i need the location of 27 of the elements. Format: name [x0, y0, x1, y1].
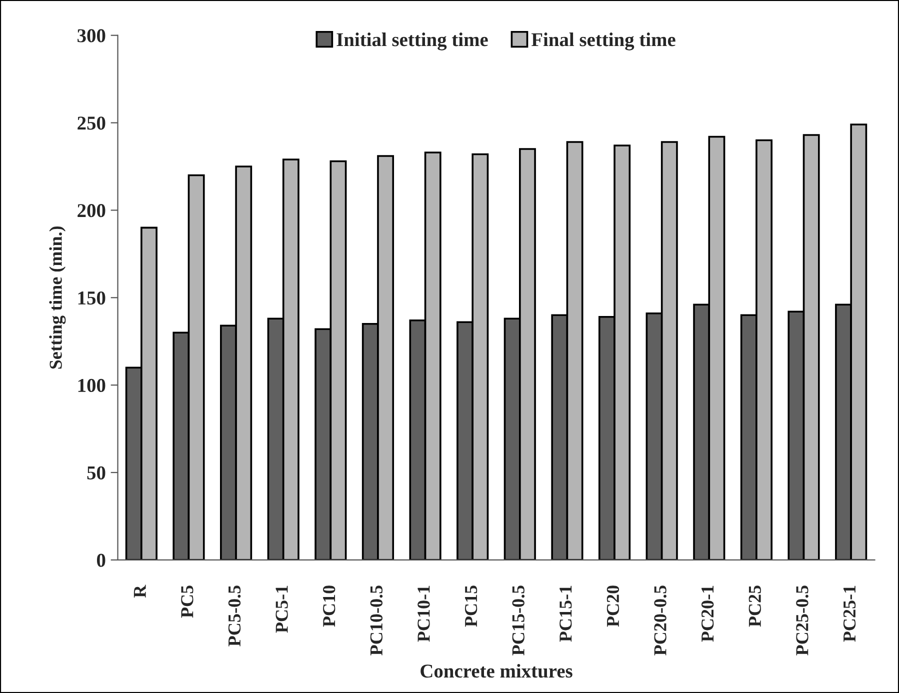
y-tick-label: 300 — [78, 29, 106, 42]
y-axis-title: Setting time (min.) — [49, 226, 66, 369]
x-tick-label: PC20 — [606, 586, 620, 627]
x-tick-label: PC5 — [181, 586, 194, 618]
x-tick-label: PC20-0.5 — [654, 586, 666, 656]
y-tick-label: 150 — [78, 291, 106, 305]
x-tick-label: PC25-0.5 — [796, 586, 808, 656]
x-tick-label: PC15-1 — [560, 586, 572, 642]
legend-label: Final setting time — [531, 32, 676, 50]
x-tick-label: PC10-1 — [418, 586, 430, 642]
y-tick-label: 100 — [78, 378, 106, 392]
x-tick-label: PC5-0.5 — [228, 586, 241, 646]
x-tick-label: PC15-0.5 — [512, 586, 524, 656]
y-tick-label: 250 — [78, 116, 106, 130]
x-tick-label: PC5-1 — [276, 586, 288, 633]
x-tick-label: PC25-1 — [843, 586, 856, 642]
x-tick-label: PC20-1 — [701, 586, 714, 642]
x-tick-label: R — [134, 584, 146, 598]
y-tick-label: 50 — [87, 466, 106, 480]
x-tick-label: PC15 — [464, 586, 478, 627]
x-tick-label: PC10-0.5 — [370, 586, 383, 656]
y-tick-label: 0 — [96, 554, 106, 567]
y-tick-label: 200 — [78, 204, 106, 218]
legend-label: Initial setting time — [336, 32, 488, 50]
x-tick-label: PC25 — [748, 586, 761, 627]
x-axis-title: Concrete mixtures — [420, 664, 572, 678]
x-tick-label: PC10 — [323, 586, 336, 627]
